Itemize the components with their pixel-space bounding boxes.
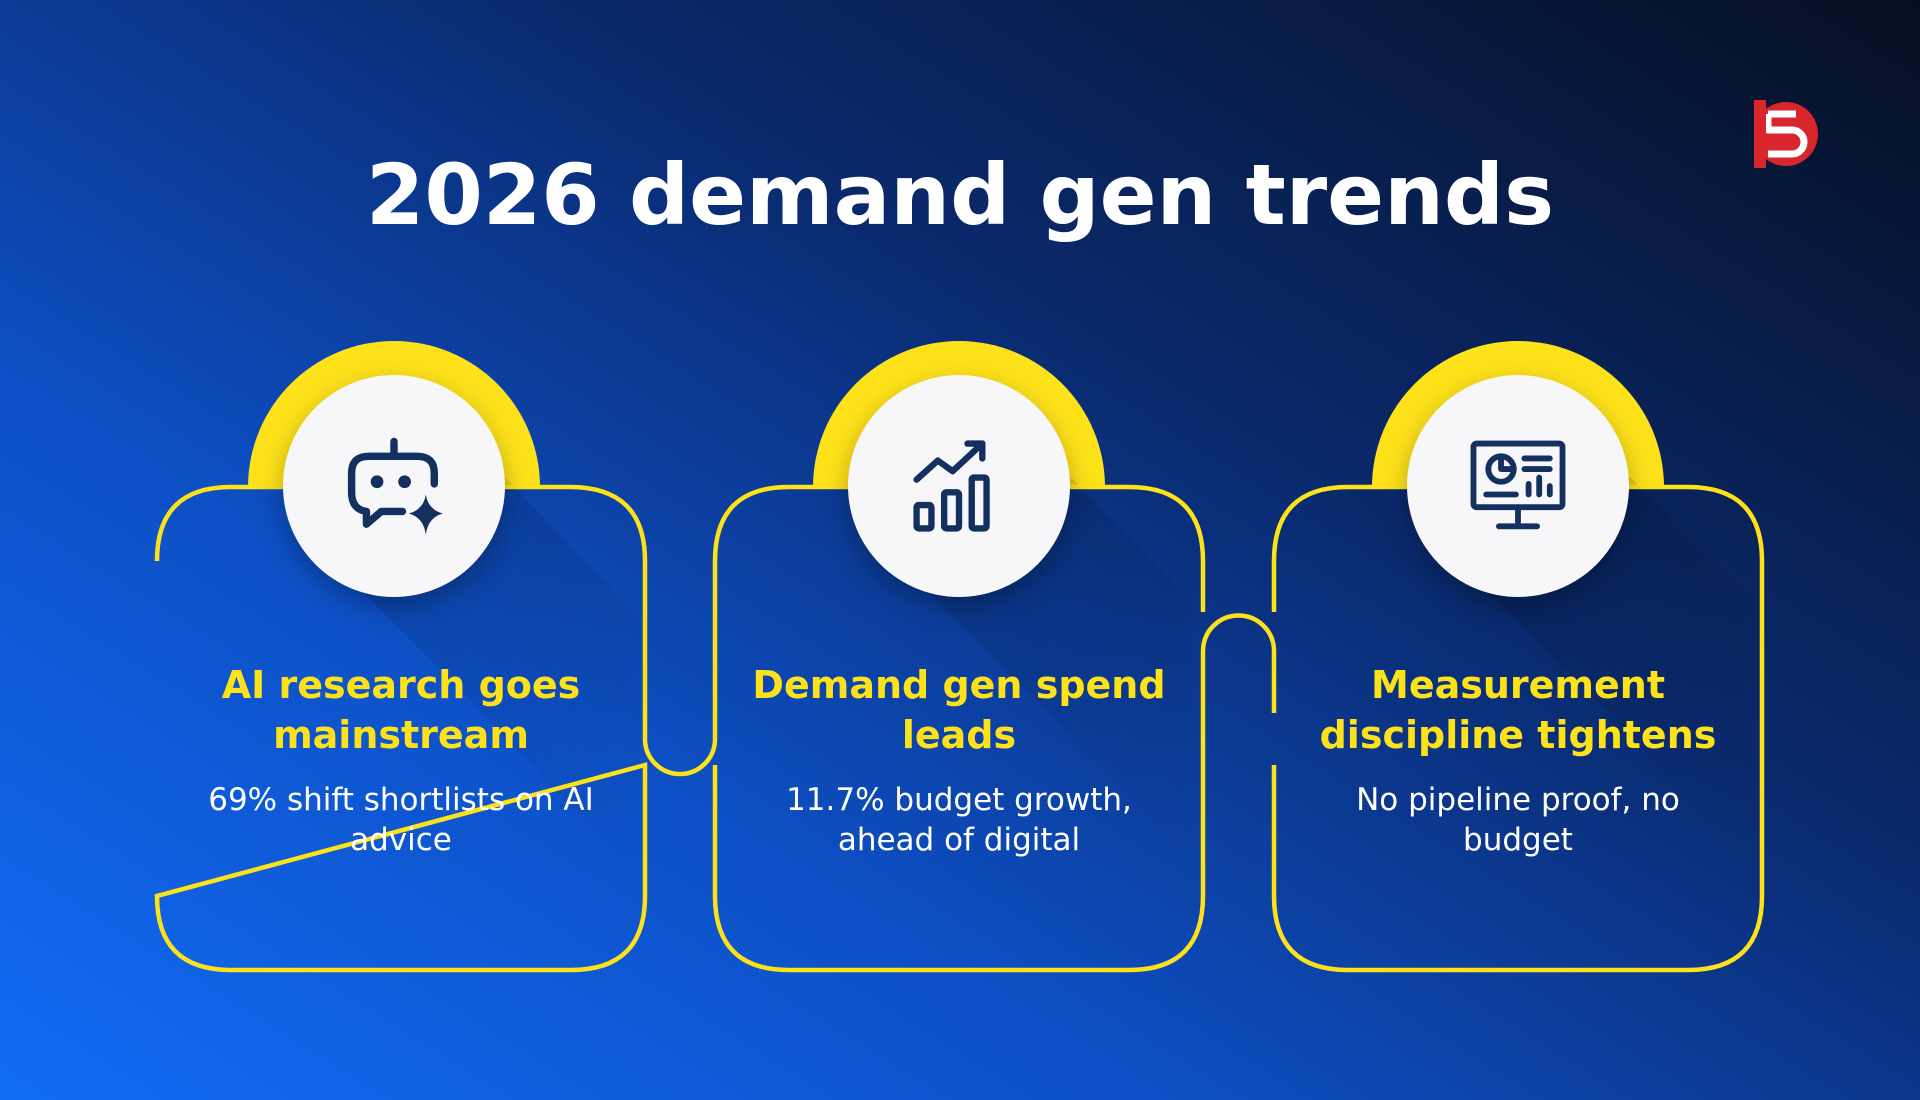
card-1-description: 69% shift shortlists on AI advice	[208, 782, 594, 858]
card-1-icon-circle	[283, 375, 505, 597]
card-1-title: AI research goes mainstream	[221, 663, 581, 757]
card-1-outline	[154, 484, 648, 973]
analytics-monitor-icon	[1470, 440, 1566, 530]
card-3-icon-circle	[1407, 375, 1629, 597]
card-2-outline	[712, 484, 1206, 973]
page-title: 2026 demand gen trends	[365, 146, 1555, 244]
card-3-title: Measurement discipline tightens	[1319, 663, 1717, 757]
card-1: AI research goes mainstream 69% shift sh…	[186, 660, 616, 860]
brand-logo-icon	[1754, 100, 1818, 168]
card-2-title: Demand gen spend leads	[752, 663, 1166, 757]
connector-2	[1200, 613, 1277, 663]
card-2-icon-circle	[848, 375, 1070, 597]
ai-bot-sparkle-icon	[347, 437, 443, 535]
card-2-description: 11.7% budget growth, ahead of digital	[786, 782, 1132, 858]
growth-bar-chart-icon	[913, 440, 990, 532]
connector-1	[642, 713, 718, 777]
card-3: Measurement discipline tightens No pipel…	[1303, 660, 1733, 860]
card-3-description: No pipeline proof, no budget	[1356, 782, 1680, 858]
card-2: Demand gen spend leads 11.7% budget grow…	[744, 660, 1174, 860]
